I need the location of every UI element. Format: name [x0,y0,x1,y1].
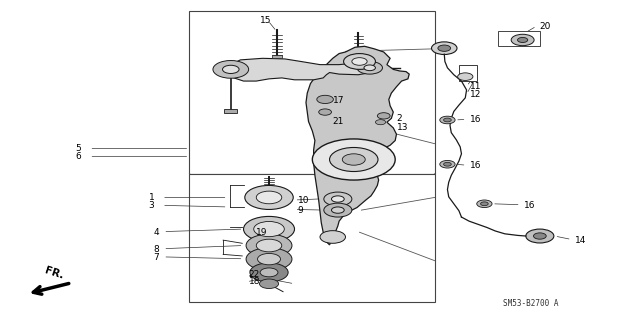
Text: 16: 16 [470,161,481,170]
Text: 10: 10 [298,196,309,205]
Text: 8: 8 [154,245,159,254]
Circle shape [253,221,284,237]
Circle shape [256,191,282,204]
Circle shape [458,73,473,80]
Text: 20: 20 [540,22,551,31]
Text: 16: 16 [524,201,536,210]
Text: 1: 1 [148,193,154,202]
Circle shape [444,118,451,122]
Circle shape [317,95,333,104]
Bar [189,11,435,174]
Circle shape [324,192,352,206]
Circle shape [213,61,248,78]
Text: 14: 14 [575,236,586,245]
Text: 4: 4 [154,228,159,237]
Bar [189,174,435,302]
Circle shape [444,162,451,166]
Polygon shape [221,58,378,81]
Circle shape [342,154,365,165]
Circle shape [319,109,332,115]
Circle shape [352,58,367,65]
Circle shape [364,65,376,70]
Circle shape [259,279,278,288]
Text: 17: 17 [333,97,344,106]
Circle shape [246,248,292,271]
Circle shape [223,65,239,73]
Circle shape [477,200,492,208]
Bar [271,55,282,58]
Circle shape [344,54,376,69]
Text: 6: 6 [76,152,81,161]
Text: 21: 21 [333,117,344,126]
Circle shape [518,37,528,42]
Circle shape [440,160,455,168]
Circle shape [330,147,378,172]
Text: 22: 22 [248,271,260,279]
Text: 3: 3 [148,201,154,210]
Circle shape [246,234,292,257]
Circle shape [332,196,344,202]
Text: 5: 5 [76,144,81,153]
Circle shape [481,202,488,206]
Circle shape [324,203,352,217]
Text: 19: 19 [256,228,268,237]
Text: 7: 7 [154,253,159,262]
Text: 15: 15 [259,17,271,26]
Circle shape [245,185,293,210]
Circle shape [376,120,386,125]
Polygon shape [306,46,409,245]
Circle shape [534,233,546,239]
Text: 16: 16 [470,115,481,124]
Text: 18: 18 [248,278,260,286]
Bar [225,109,237,113]
Circle shape [256,239,282,252]
Circle shape [257,253,280,265]
Circle shape [431,42,457,55]
Circle shape [511,34,534,46]
Circle shape [357,62,383,74]
Text: SM53-B2700 A: SM53-B2700 A [502,299,558,308]
Bar [499,32,540,46]
Circle shape [260,268,278,277]
Bar [459,65,477,81]
Circle shape [244,216,294,242]
Circle shape [378,113,390,119]
Circle shape [250,263,288,282]
Circle shape [440,116,455,124]
Text: 13: 13 [396,123,408,132]
Circle shape [312,139,395,180]
Circle shape [438,45,451,51]
Text: 2: 2 [396,114,402,123]
Text: FR.: FR. [43,266,65,281]
Text: 11: 11 [470,82,481,91]
Circle shape [320,231,346,243]
Circle shape [332,207,344,213]
Text: 12: 12 [470,90,481,99]
Circle shape [526,229,554,243]
Text: 9: 9 [298,206,303,215]
